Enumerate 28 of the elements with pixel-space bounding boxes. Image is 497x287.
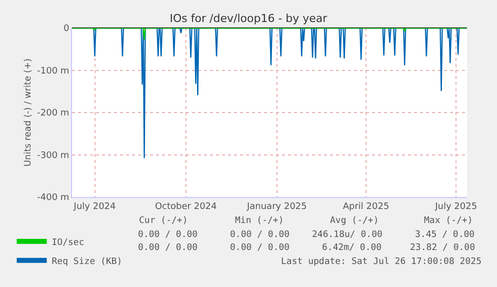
- y-tick-label: -300 m: [37, 150, 70, 161]
- text: 246.18u/ 0.00: [312, 230, 382, 240]
- text: 0.00 / 0.00: [138, 243, 198, 253]
- text: 0.00 / 0.00: [230, 230, 290, 240]
- x-tick-label: January 2025: [246, 202, 307, 212]
- text: Min (-/+): [235, 216, 284, 226]
- legend-label: IO/sec: [52, 238, 84, 248]
- x-tick-label: July 2025: [434, 202, 478, 212]
- text: Last update: Sat Jul 26 17:00:08 2025: [281, 257, 482, 267]
- text: Max (-/+): [424, 216, 473, 226]
- text: Cur (-/+): [139, 216, 188, 226]
- text: 0.00 / 0.00: [138, 230, 198, 240]
- x-tick-label: July 2024: [72, 202, 116, 212]
- y-tick-label: -400 m: [37, 193, 70, 204]
- y-axis-title: Units read (-) / write (+): [23, 58, 34, 167]
- y-tick-label: -100 m: [37, 66, 70, 76]
- line-series: [72, 28, 467, 40]
- text: Avg (-/+): [330, 216, 379, 226]
- chart-title: IOs for /dev/loop16 - by year: [170, 12, 328, 25]
- y-tick-label: 0: [63, 24, 70, 34]
- text: 0.00 / 0.00: [230, 243, 290, 253]
- text: 3.45 / 0.00: [415, 230, 475, 240]
- text: 6.42m/ 0.00: [322, 243, 382, 253]
- y-tick-label: -200 m: [37, 108, 70, 119]
- legend-label: Req Size (KB): [52, 256, 122, 267]
- x-tick-label: October 2024: [154, 202, 218, 212]
- x-tick-label: April 2025: [342, 202, 390, 212]
- text: 23.82 / 0.00: [410, 243, 476, 253]
